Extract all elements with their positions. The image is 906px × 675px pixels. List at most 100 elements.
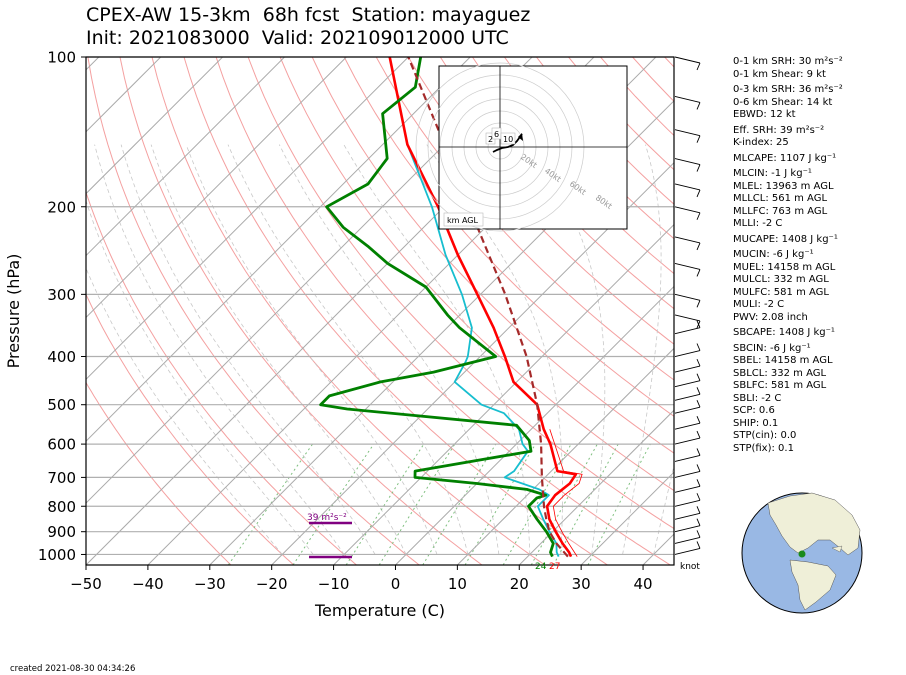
chart-title: CPEX-AW 15-3km 68h fcst Station: mayague… xyxy=(86,4,530,50)
moist-adiabat xyxy=(653,463,674,555)
wind-barb-flag xyxy=(696,541,701,549)
height-label-box-10 xyxy=(500,132,516,145)
x-tick-label: 40 xyxy=(634,575,653,593)
wind-barb-staff xyxy=(674,129,701,137)
index-row: MLCIN: -1 J kg⁻¹ xyxy=(733,168,812,179)
globe-caribbean xyxy=(831,545,843,553)
index-row: MUCIN: -6 J kg⁻¹ xyxy=(733,249,814,260)
dry-adiabat xyxy=(87,57,420,565)
wind-barb-staff xyxy=(674,262,701,270)
index-row: 0-1 km Shear: 9 kt xyxy=(733,68,826,80)
wind-barb xyxy=(674,448,701,462)
wind-barb-flag xyxy=(696,135,701,143)
wind-barb-flag xyxy=(696,62,701,71)
wind-barb-flag xyxy=(696,430,701,439)
wind-barb xyxy=(674,387,701,401)
isotherm xyxy=(271,161,674,565)
y-ticks: 100 200 300 400 500 600 700 800 900 1000 xyxy=(38,49,86,564)
height-label-6: 6 xyxy=(494,130,499,139)
wind-barb-flag xyxy=(696,212,701,220)
wind-barb xyxy=(674,506,701,520)
index-row: EBWD: 12 kt xyxy=(733,109,796,120)
wind-barb-flag xyxy=(696,493,701,501)
wind-barb-flag xyxy=(696,416,701,424)
index-row: MLCAPE: 1107 J kg⁻¹ xyxy=(733,152,837,164)
wind-barb xyxy=(674,262,701,277)
srh-annotation: 39 m²s⁻² xyxy=(307,513,347,523)
moist-adiabat xyxy=(86,267,283,555)
index-row: MULCL: 332 m AGL xyxy=(733,274,829,285)
index-row: PWV: 2.08 inch xyxy=(733,311,808,323)
wind-barb-staff xyxy=(674,236,701,244)
wind-barb-flag xyxy=(696,358,701,367)
wind-barb-staff xyxy=(674,485,701,493)
wind-barb-flag xyxy=(696,479,701,487)
y-tick-label: 200 xyxy=(47,198,76,216)
dry-adiabat xyxy=(407,57,674,345)
locator-globe xyxy=(741,492,863,614)
index-row: Eff. SRH: 39 m²s⁻² xyxy=(733,124,825,136)
y-tick-label: 1000 xyxy=(38,546,76,564)
plot-frame xyxy=(85,56,675,566)
x-tick-label: 0 xyxy=(391,575,401,593)
moist-adiabat xyxy=(343,144,531,555)
wind-barb xyxy=(674,373,701,388)
wind-barb-flag xyxy=(696,320,701,328)
wind-barb xyxy=(674,479,701,493)
wind-barb-staff xyxy=(674,406,701,414)
virtual-temperature-line xyxy=(549,429,583,557)
wind-barb xyxy=(674,320,701,335)
wind-barb xyxy=(674,293,701,308)
dry-adiabat xyxy=(471,57,674,275)
wind-barb-flag xyxy=(696,300,701,308)
wind-barb-staff xyxy=(674,422,701,430)
x-tick-label: 10 xyxy=(448,575,467,593)
wind-barb xyxy=(674,541,701,555)
wind-barb-flag xyxy=(696,164,701,172)
dry-adiabat xyxy=(375,57,674,381)
isotherm xyxy=(395,285,674,565)
isotherm xyxy=(209,100,674,565)
dry-adiabat xyxy=(279,57,674,492)
wind-barb-staff xyxy=(674,56,701,64)
globe-north-america xyxy=(767,492,861,556)
y-tick-label: 500 xyxy=(47,396,76,414)
isotherm xyxy=(86,57,162,133)
mixing-ratio-line xyxy=(422,443,497,565)
moist-adiabat xyxy=(120,144,376,555)
moist-adiabat xyxy=(531,144,606,555)
index-row: SBEL: 14158 m AGL xyxy=(733,355,833,366)
wind-barbs xyxy=(674,56,701,555)
wind-barb-flag xyxy=(696,269,701,277)
index-row: MLEL: 13963 m AGL xyxy=(733,180,834,192)
index-row: STP(cin): 0.0 xyxy=(733,430,797,441)
wind-barb xyxy=(674,464,701,478)
wind-barb xyxy=(674,518,701,533)
index-row: 0-3 km SRH: 36 m²s⁻² xyxy=(733,84,843,95)
wind-barb-staff xyxy=(674,365,701,373)
isotherm xyxy=(86,57,223,195)
wind-unit-label: knot xyxy=(680,562,700,572)
hodograph-legend: km AGL xyxy=(447,216,479,225)
wind-barb xyxy=(674,236,701,251)
moist-adiabat xyxy=(426,144,563,555)
srh-bars xyxy=(309,521,352,559)
dry-adiabat xyxy=(86,381,232,565)
wind-barb-staff xyxy=(674,525,701,533)
wind-barb-flag xyxy=(696,373,701,381)
mixing-ratio-line xyxy=(464,443,536,565)
index-row: SBLCL: 332 m AGL xyxy=(733,367,827,379)
dry-adiabat xyxy=(119,57,483,565)
wind-barb-staff xyxy=(674,293,701,301)
y-tick-label: 100 xyxy=(47,49,76,67)
y-tick-label: 600 xyxy=(47,436,76,454)
wind-barb-staff xyxy=(674,206,701,214)
indices-panel: 0-1 km SRH: 30 m²s⁻² 0-1 km Shear: 9 kt 0-… xyxy=(733,56,843,455)
index-row: MULI: -2 C xyxy=(733,299,785,310)
wind-barb-staff xyxy=(674,380,701,388)
wind-barb-flag xyxy=(696,189,701,198)
hodograph-inset: 2 6 10 20kt 40kt 60kt 80kt km AGL xyxy=(415,62,628,232)
height-label-2: 2 xyxy=(488,135,493,144)
wind-barb-staff xyxy=(674,327,701,335)
